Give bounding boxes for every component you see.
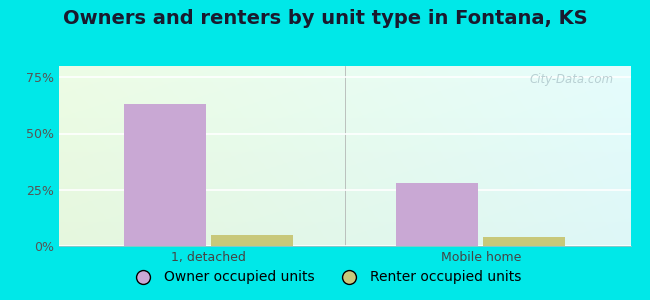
- Text: Owners and renters by unit type in Fontana, KS: Owners and renters by unit type in Fonta…: [62, 9, 588, 28]
- Bar: [484, 237, 565, 246]
- Bar: [211, 235, 292, 246]
- Text: City-Data.com: City-Data.com: [529, 73, 614, 86]
- Bar: [124, 104, 205, 246]
- Legend: Owner occupied units, Renter occupied units: Owner occupied units, Renter occupied un…: [124, 265, 526, 290]
- Bar: [396, 183, 478, 246]
